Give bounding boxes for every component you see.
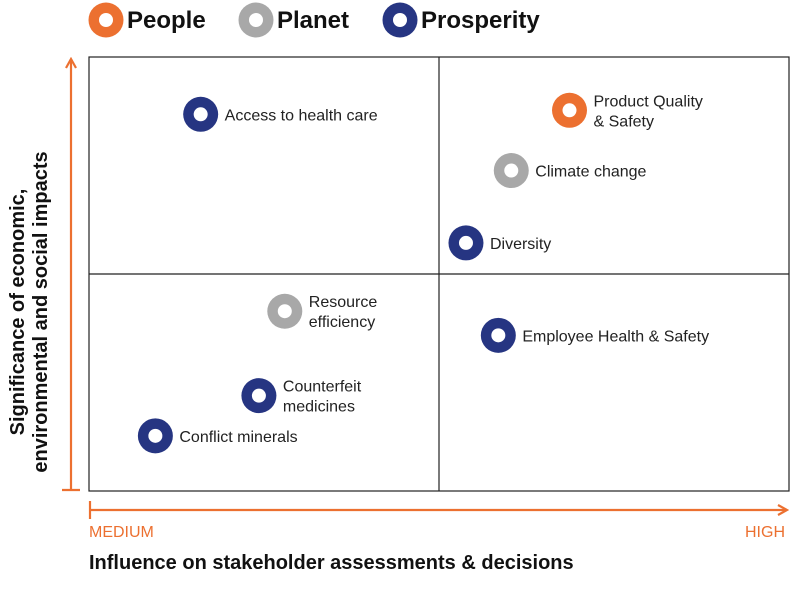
point-product-quality-safety-label: Product Quality & Safety <box>594 93 703 130</box>
legend-item-planet-marker-hole <box>249 13 263 27</box>
point-employee-health-safety-marker-hole <box>491 328 506 343</box>
y-axis-title: Significance of economic,environmental a… <box>7 151 52 472</box>
x-tick-label-medium: MEDIUM <box>89 524 154 541</box>
legend-item-prosperity-marker-hole <box>393 13 407 27</box>
point-climate-change-label-line-1: Climate change <box>535 164 646 181</box>
point-employee-health-safety-marker <box>480 317 516 353</box>
point-access-to-health-care-marker-hole <box>193 107 208 122</box>
point-resource-efficiency-label-line-1: Resource <box>309 294 378 311</box>
legend: People Planet Prosperity <box>88 2 540 38</box>
point-counterfeit-medicines-label: Counterfeit medicines <box>283 379 362 416</box>
plot-area <box>88 56 790 492</box>
point-conflict-minerals-label-line-1: Conflict minerals <box>179 429 297 446</box>
point-climate-change: Climate change <box>493 153 647 189</box>
y-axis-title-line-2: environmental and social impacts <box>30 151 52 472</box>
point-resource-efficiency-marker-hole <box>277 304 292 319</box>
point-resource-efficiency-marker <box>267 293 303 329</box>
point-climate-change-marker-hole <box>504 163 519 178</box>
point-employee-health-safety: Employee Health & Safety <box>480 317 709 353</box>
point-product-quality-safety-label-line-2: & Safety <box>594 113 654 130</box>
legend-item-prosperity-marker <box>382 2 418 38</box>
point-product-quality-safety: Product Quality & Safety <box>552 92 703 130</box>
point-counterfeit-medicines-label-line-1: Counterfeit <box>283 379 362 396</box>
legend-item-people: People <box>88 2 206 38</box>
point-counterfeit-medicines-marker <box>241 378 277 414</box>
legend-item-prosperity-label: Prosperity <box>421 7 540 34</box>
point-access-to-health-care: Access to health care <box>183 96 378 132</box>
data-points: Access to health care Product Quality & Sa… <box>137 92 709 454</box>
point-climate-change-label: Climate change <box>535 164 646 181</box>
point-climate-change-marker <box>493 153 529 189</box>
point-diversity-label: Diversity <box>490 236 551 253</box>
legend-item-people-marker <box>88 2 124 38</box>
y-axis-title-line-1: Significance of economic, <box>7 189 29 436</box>
legend-item-people-label: People <box>127 7 206 34</box>
point-conflict-minerals-label: Conflict minerals <box>179 429 297 446</box>
point-counterfeit-medicines-marker-hole <box>251 388 266 403</box>
point-product-quality-safety-label-line-1: Product Quality <box>594 93 703 110</box>
x-axis-title: Influence on stakeholder assessments & d… <box>89 552 574 574</box>
point-employee-health-safety-label: Employee Health & Safety <box>522 328 709 345</box>
legend-item-planet-label: Planet <box>277 7 349 34</box>
point-diversity: Diversity <box>448 225 551 261</box>
point-resource-efficiency-label: Resource efficiency <box>309 294 378 331</box>
point-conflict-minerals-marker-hole <box>148 428 163 443</box>
point-product-quality-safety-marker-hole <box>562 103 577 118</box>
point-conflict-minerals: Conflict minerals <box>137 418 298 454</box>
point-diversity-marker-hole <box>458 235 473 250</box>
legend-item-people-marker-hole <box>99 13 113 27</box>
point-access-to-health-care-label-line-1: Access to health care <box>225 107 378 124</box>
point-diversity-marker <box>448 225 484 261</box>
point-product-quality-safety-marker <box>552 92 588 128</box>
legend-item-prosperity: Prosperity <box>382 2 540 38</box>
x-tick-label-high: HIGH <box>745 524 785 541</box>
point-counterfeit-medicines-label-line-2: medicines <box>283 399 355 416</box>
point-employee-health-safety-label-line-1: Employee Health & Safety <box>522 328 709 345</box>
point-access-to-health-care-label: Access to health care <box>225 107 378 124</box>
legend-item-planet-marker <box>238 2 274 38</box>
point-access-to-health-care-marker <box>183 96 219 132</box>
point-resource-efficiency-label-line-2: efficiency <box>309 314 375 331</box>
point-counterfeit-medicines: Counterfeit medicines <box>241 378 362 416</box>
point-diversity-label-line-1: Diversity <box>490 236 551 253</box>
legend-item-planet: Planet <box>238 2 349 38</box>
point-resource-efficiency: Resource efficiency <box>267 293 378 331</box>
axes: MEDIUM HIGH Influence on stakeholder asses… <box>7 59 787 574</box>
point-conflict-minerals-marker <box>137 418 173 454</box>
